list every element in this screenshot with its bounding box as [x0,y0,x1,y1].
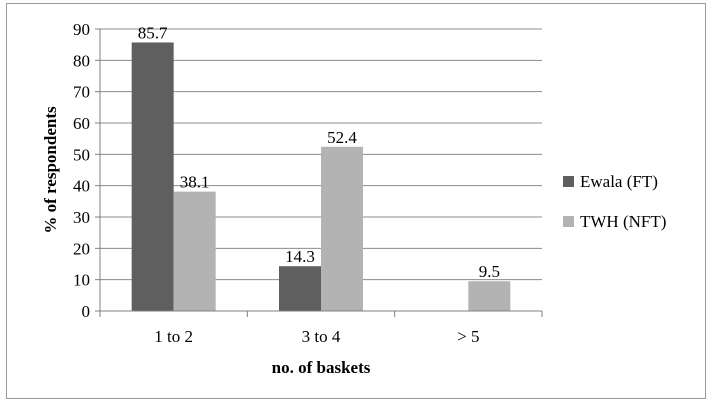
legend-swatch [563,176,574,187]
x-axis-title: no. of baskets [272,358,371,377]
y-tick-label: 90 [73,20,90,39]
legend-swatch [563,216,574,227]
legend-label: Ewala (FT) [580,172,658,191]
y-tick-label: 30 [73,208,90,227]
bar [173,191,216,311]
axes [99,29,542,312]
y-tick-label: 40 [73,177,90,196]
y-axis-title: % of respondents [41,106,60,234]
bar [279,266,321,311]
legend-label: TWH (NFT) [580,212,666,231]
y-tick-label: 60 [73,114,90,133]
legend: Ewala (FT) TWH (NFT) [563,172,666,231]
data-labels: 85.7 38.1 14.3 52.4 9.5 [138,23,500,281]
data-label: 9.5 [479,262,500,281]
y-tick-label: 50 [73,145,90,164]
y-tick-label: 80 [73,51,90,70]
bar [131,42,174,312]
data-label: 14.3 [285,247,315,266]
x-tick-label: 1 to 2 [154,327,193,346]
bar [321,146,363,311]
data-label: 52.4 [327,128,357,147]
y-tick-label: 0 [82,302,91,321]
y-tick-label: 20 [73,239,90,258]
data-label: 85.7 [138,23,168,42]
y-tick-label: 70 [73,83,90,102]
y-tick-labels: 0 10 20 30 40 50 60 70 80 90 [73,20,90,321]
y-tick-label: 10 [73,271,90,290]
bars [131,42,511,312]
x-tick-label: 3 to 4 [302,327,341,346]
bar [468,281,511,311]
data-label: 38.1 [180,173,210,192]
x-tick-label: > 5 [457,327,479,346]
x-tick-labels: 1 to 2 3 to 4 > 5 [99,311,543,346]
